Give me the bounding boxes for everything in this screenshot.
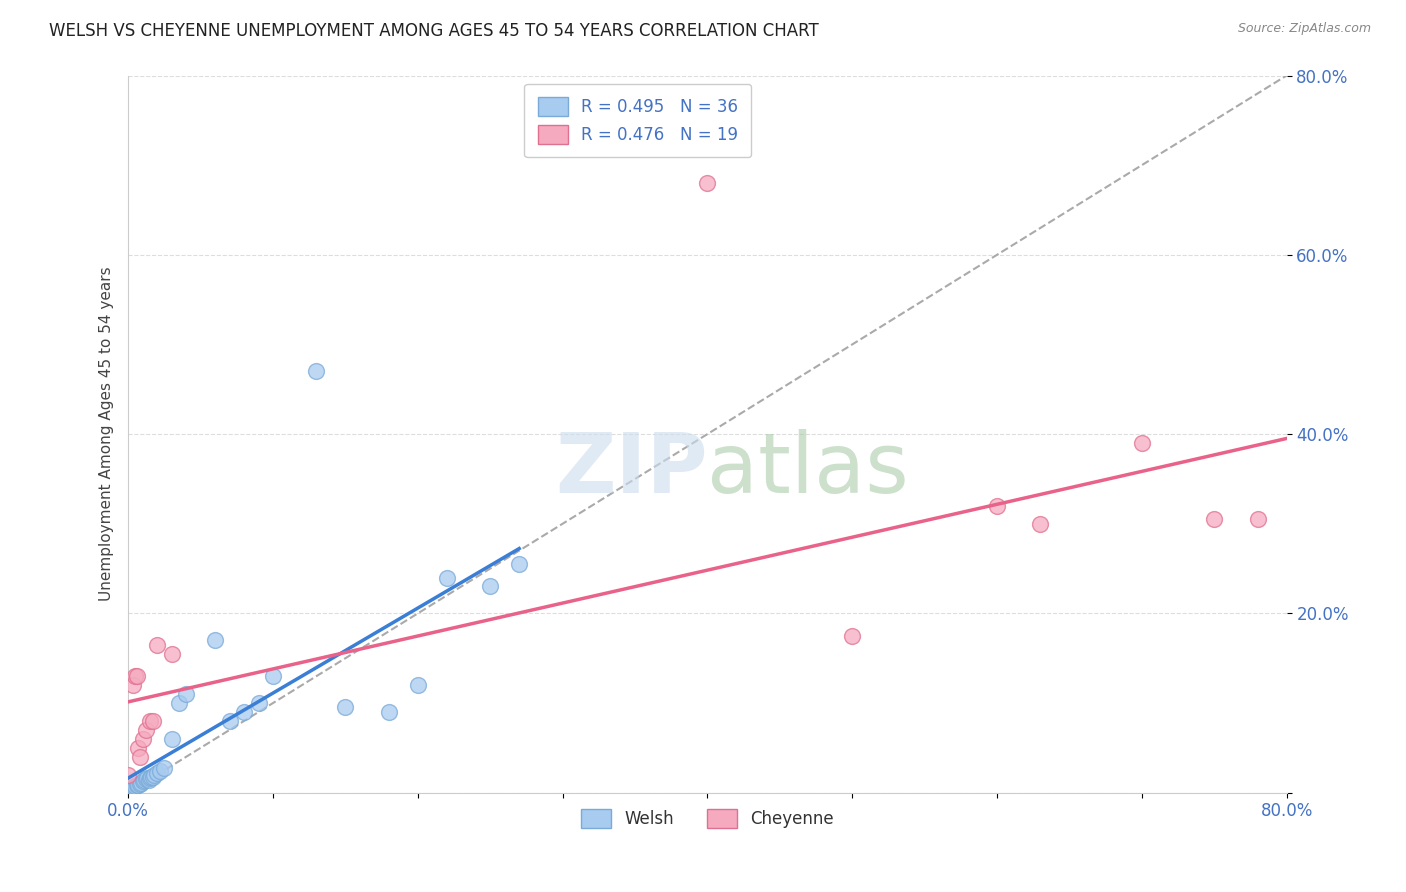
Point [167,696,190,710]
Point [153,761,176,775]
Point [160,647,183,661]
Point [124,780,146,794]
Text: atlas: atlas [707,429,910,510]
Point [121,781,143,796]
Point [1029,516,1052,531]
Point [132,731,155,746]
Point [143,768,166,782]
Point [305,364,328,378]
Y-axis label: Unemployment Among Ages 45 to 54 years: Unemployment Among Ages 45 to 54 years [100,267,114,601]
Point [142,770,165,784]
Legend: Welsh, Cheyenne: Welsh, Cheyenne [574,802,841,835]
Point [135,723,157,737]
Point [127,740,149,755]
Point [1246,512,1268,526]
Point [174,687,197,701]
Point [986,499,1008,513]
Point [136,772,159,786]
Point [139,772,162,786]
Point [436,570,458,584]
Point [124,669,146,683]
Point [841,629,863,643]
Point [138,773,160,788]
Point [135,772,157,787]
Point [120,782,142,797]
Point [139,714,162,728]
Point [149,764,172,779]
Point [141,771,163,785]
Point [696,176,718,190]
Text: Source: ZipAtlas.com: Source: ZipAtlas.com [1237,22,1371,36]
Point [125,779,148,793]
Point [122,780,145,795]
Point [117,784,139,798]
Point [247,696,270,710]
Point [128,777,150,791]
Text: ZIP: ZIP [555,429,707,510]
Point [1130,436,1153,450]
Point [406,678,429,692]
Point [204,633,226,648]
Point [1204,512,1226,526]
Point [142,714,165,728]
Point [262,669,284,683]
Point [132,774,155,789]
Point [121,678,143,692]
Point [479,579,502,593]
Point [127,778,149,792]
Point [233,705,256,719]
Text: WELSH VS CHEYENNE UNEMPLOYMENT AMONG AGES 45 TO 54 YEARS CORRELATION CHART: WELSH VS CHEYENNE UNEMPLOYMENT AMONG AGE… [49,22,818,40]
Point [146,766,169,780]
Point [378,705,401,719]
Point [508,557,530,571]
Point [125,669,148,683]
Point [218,714,240,728]
Point [160,731,183,746]
Point [129,776,152,790]
Point [117,768,139,782]
Point [134,773,156,788]
Point [335,700,357,714]
Point [146,638,169,652]
Point [128,749,150,764]
